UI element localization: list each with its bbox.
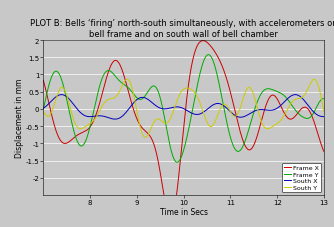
Frame Y — [41, 108, 45, 111]
South Y — [314, 80, 318, 83]
South Y — [143, 136, 147, 139]
South X — [113, 118, 117, 121]
Frame Y — [263, 89, 267, 92]
South X — [322, 116, 326, 118]
Frame Y — [170, 154, 174, 157]
Frame Y — [175, 161, 179, 164]
Line: South X: South X — [43, 95, 324, 120]
Y-axis label: Displacement in mm: Displacement in mm — [15, 79, 24, 158]
South Y — [314, 80, 318, 82]
Frame X — [171, 215, 175, 218]
Frame X — [314, 127, 318, 129]
Frame X — [178, 163, 182, 165]
Line: Frame X: Frame X — [43, 42, 324, 219]
Frame Y — [314, 108, 318, 110]
Frame Y — [56, 71, 60, 74]
Frame Y — [178, 159, 182, 161]
South X — [263, 109, 267, 112]
Frame X — [56, 134, 60, 137]
South X — [56, 95, 60, 98]
Frame Y — [206, 54, 210, 57]
South X — [41, 107, 45, 110]
South Y — [178, 93, 182, 96]
Frame X — [263, 109, 267, 111]
Title: PLOT B: Bells ‘firing’ north-south simultaneously, with accelerometers on
bell f: PLOT B: Bells ‘firing’ north-south simul… — [30, 19, 334, 39]
South Y — [171, 112, 175, 115]
South Y — [41, 111, 45, 114]
Frame X — [322, 151, 326, 153]
Line: South Y: South Y — [43, 80, 324, 138]
South Y — [125, 79, 129, 81]
Frame X — [41, 80, 45, 82]
South X — [314, 113, 318, 116]
South X — [171, 106, 175, 109]
Frame X — [201, 40, 205, 43]
South Y — [263, 126, 267, 129]
Frame X — [169, 218, 173, 220]
Line: Frame Y: Frame Y — [43, 55, 324, 163]
X-axis label: Time in Secs: Time in Secs — [160, 207, 208, 216]
South Y — [56, 93, 60, 96]
Frame Y — [314, 107, 318, 110]
South X — [178, 106, 182, 109]
South Y — [322, 111, 326, 114]
Frame Y — [322, 98, 326, 101]
Legend: Frame X, Frame Y, South X, South Y: Frame X, Frame Y, South X, South Y — [282, 163, 321, 192]
South X — [314, 113, 318, 116]
Frame X — [314, 127, 318, 130]
South X — [59, 94, 63, 96]
